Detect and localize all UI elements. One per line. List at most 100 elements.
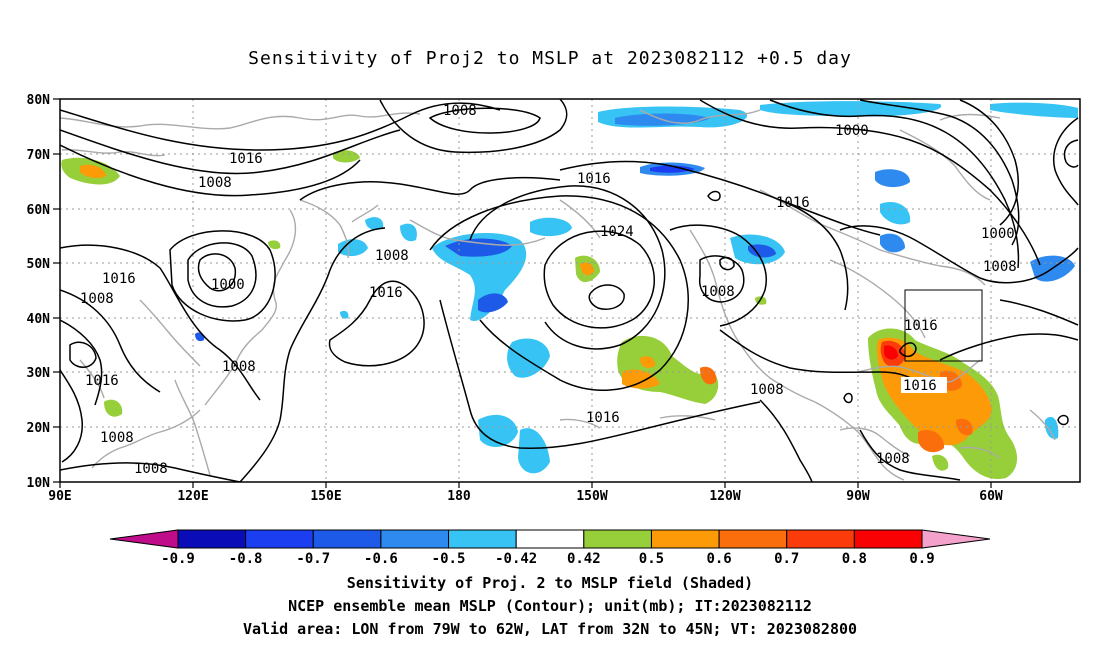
shading-negative [880, 202, 911, 225]
lon-label: 180 [447, 489, 471, 504]
lon-label: 150W [576, 489, 607, 504]
contour-label: 1016 [102, 271, 136, 287]
colorbar-label: 0.8 [842, 551, 867, 567]
shading-negative [875, 169, 910, 188]
shading-positive [268, 240, 281, 250]
colorbar-segment [312, 529, 382, 549]
shading-positive [640, 356, 656, 368]
shading-negative [478, 293, 508, 313]
figure-title: Sensitivity of Proj2 to MSLP at 20230821… [248, 48, 852, 69]
contour-label: 1016 [586, 410, 620, 426]
coastlines [60, 109, 1056, 481]
colorbar-segment [583, 529, 652, 549]
shading-negative [1044, 416, 1059, 439]
contour-label: 1016 [85, 373, 119, 389]
shading-positive [932, 454, 949, 471]
lat-label: 30N [27, 366, 51, 381]
caption-line-3: Valid area: LON from 79W to 62W, LAT fro… [242, 620, 858, 638]
shading-positive [80, 164, 106, 179]
lat-label: 50N [27, 257, 51, 272]
shading-negative [478, 414, 518, 447]
shading-positive [700, 366, 717, 385]
lon-label: 120W [709, 489, 740, 504]
shading-negative [365, 217, 384, 230]
colorbar-label: 0.42 [567, 551, 601, 567]
colorbar-segment [177, 529, 247, 549]
latitude-labels: 80N 70N 60N 50N 40N 30N 20N 10N [27, 93, 51, 491]
contour-label: 1008 [375, 248, 409, 264]
lat-label: 70N [27, 148, 51, 163]
colorbar-label: -0.8 [229, 551, 263, 567]
colorbar-label: -0.42 [495, 551, 537, 567]
colorbar-segment [245, 529, 314, 549]
shading-positive [918, 429, 945, 453]
shading-positive [884, 345, 898, 360]
axis-ticks [53, 98, 992, 488]
shading-positive [333, 150, 360, 163]
contour-label: 1000 [211, 277, 245, 293]
shading-positive [622, 369, 660, 389]
shading-negative [518, 428, 550, 474]
colorbar-label: 0.9 [909, 551, 934, 567]
contour-label: 1008 [983, 259, 1017, 275]
plot-frame [59, 98, 1081, 483]
lon-label: 60W [979, 489, 1003, 504]
contour-label: 1008 [198, 175, 232, 191]
colorbar-segment [650, 529, 720, 549]
valid-area-box [904, 289, 983, 362]
colorbar-labels: -0.9 -0.8 -0.7 -0.6 -0.5 -0.42 0.42 0.5 0.6 0.7 0.… [161, 551, 935, 567]
lon-label: 150E [310, 489, 341, 504]
colorbar-segment [515, 529, 585, 549]
contour-label: 1008 [701, 284, 735, 300]
lon-label: 90E [48, 489, 71, 504]
contour-label: 1024 [600, 224, 634, 240]
contour-label: 1008 [750, 382, 784, 398]
contour-label: 1008 [80, 291, 114, 307]
lat-label: 10N [27, 476, 51, 491]
colorbar-end-high [921, 529, 991, 549]
colorbar-label: 0.6 [706, 551, 731, 567]
caption-line-1: Sensitivity of Proj. 2 to MSLP field (Sh… [346, 574, 754, 592]
shading-negative [195, 332, 205, 342]
shading-negative [338, 239, 368, 257]
colorbar-label: 0.5 [639, 551, 664, 567]
caption-line-2: NCEP ensemble mean MSLP (Contour); unit(… [288, 597, 812, 615]
shading-negative [990, 102, 1078, 118]
lat-label: 60N [27, 203, 51, 218]
shading-negative [445, 238, 512, 257]
contour-label: 1008 [443, 103, 477, 119]
shading-negative [760, 101, 942, 117]
lat-label: 20N [27, 421, 51, 436]
mslp-contours [60, 99, 1079, 482]
colorbar-segment [853, 529, 923, 549]
shading-positive [956, 418, 973, 436]
colorbar-segment [448, 529, 517, 549]
colorbar-segment [380, 529, 450, 549]
shading-positive [104, 399, 123, 417]
lat-label: 40N [27, 312, 51, 327]
shading-positive [580, 262, 595, 276]
contour-label: 1000 [835, 123, 869, 139]
colorbar-label: -0.7 [296, 551, 330, 567]
contour-label: 1008 [134, 461, 168, 477]
colorbar-label: 0.7 [774, 551, 799, 567]
shading-negative [432, 233, 527, 321]
colorbar [109, 529, 991, 549]
contour-label: 1016 [903, 378, 937, 394]
contour-label: 1016 [369, 285, 403, 301]
colorbar-segment [718, 529, 788, 549]
lon-label: 90W [846, 489, 870, 504]
colorbar-end-low [109, 529, 179, 549]
longitude-labels: 90E 120E 150E 180 150W 120W 90W 60W [48, 489, 1003, 504]
colorbar-label: -0.5 [432, 551, 466, 567]
contour-label: 1016 [776, 195, 810, 211]
contour-labels: 1008 1016 1008 1000 1016 1008 1016 1008 … [80, 103, 1017, 477]
contour-label: 1008 [100, 430, 134, 446]
shading-negative [340, 310, 349, 319]
contour-label: 1016 [577, 171, 611, 187]
contour-label: 1008 [876, 451, 910, 467]
shading-negative [530, 217, 572, 237]
shading-negative [748, 244, 776, 258]
colorbar-segment [786, 529, 855, 549]
